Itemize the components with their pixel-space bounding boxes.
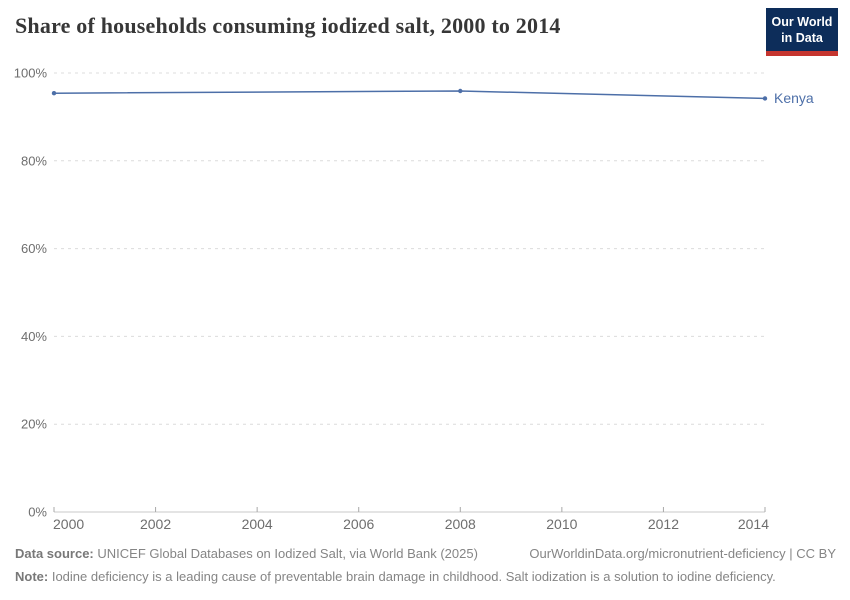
data-point [762,96,768,101]
owid-logo-line1: Our World [771,15,833,29]
line-chart[interactable]: 0% 20% 40% 60% 80% 100% 2000 2002 2004 2006 2008 20… [0,0,850,540]
x-tick-label: 2002 [140,516,171,532]
x-tick-label: 2004 [242,516,273,532]
data-point [51,90,57,96]
owid-logo-line2: in Data [781,30,823,45]
x-tick-label: 2010 [546,516,577,532]
series-line-kenya [53,90,766,100]
y-tick-label: 80% [21,153,47,168]
y-tick-label: 0% [28,505,47,520]
y-tick-label: 40% [21,329,47,344]
owid-logo[interactable]: Our World in Data [766,8,838,57]
x-tick-label: 2006 [343,516,374,532]
data-source-row: Data source: UNICEF Global Databases on … [15,545,836,563]
x-tick-label: 2014 [738,516,769,532]
y-tick-label: 100% [14,66,48,81]
y-tick-label: 60% [21,241,47,256]
chart-footer: Data source: UNICEF Global Databases on … [15,545,836,585]
x-tick-label: 2008 [445,516,476,532]
data-point [458,88,463,94]
note-text: Iodine deficiency is a leading cause of … [51,568,776,584]
x-tick-label: 2012 [648,516,679,532]
series-label-kenya[interactable]: Kenya [774,90,814,106]
y-tick-label: 20% [21,417,47,432]
chart-title: Share of households consuming iodized sa… [15,13,561,38]
data-source-text: UNICEF Global Databases on Iodized Salt,… [97,546,478,561]
note-row: Note: Iodine deficiency is a leading cau… [15,568,836,586]
owid-logo-accent-bar [766,51,838,57]
data-source-label: Data source: [15,546,94,561]
owid-citation-link[interactable]: OurWorldinData.org/micronutrient-deficie… [529,546,836,561]
note-label: Note: [15,568,49,584]
data-source: Data source: UNICEF Global Databases on … [15,545,478,563]
x-tick-label: 2000 [53,516,84,532]
